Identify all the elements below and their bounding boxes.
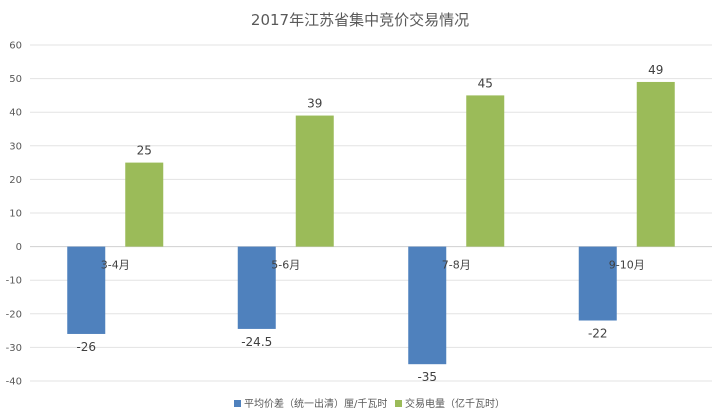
category-label: 9-10月: [609, 259, 645, 272]
legend-swatch: [234, 400, 241, 407]
y-axis-ticks: 60 50 40 30 20 10 0 -10 -20 -30 -40: [6, 41, 22, 388]
data-label: -35: [417, 370, 437, 384]
legend-entry: 平均价差（统一出清）厘/千瓦时: [244, 397, 387, 410]
legend: 平均价差（统一出清）厘/千瓦时 交易电量（亿千瓦时）: [234, 397, 505, 410]
y-tick-label: 40: [9, 108, 22, 119]
y-tick-label: 20: [9, 175, 22, 186]
bar-price-diff: [408, 246, 447, 365]
data-label: -26: [76, 340, 96, 354]
data-label: 25: [137, 144, 152, 158]
y-tick-label: 0: [16, 242, 22, 253]
category-label: 3-4月: [101, 259, 130, 272]
bar-volume: [636, 81, 675, 247]
bar-volume: [466, 95, 505, 247]
y-tick-label: -40: [6, 377, 22, 388]
legend-swatch: [395, 400, 402, 407]
data-label: 39: [307, 97, 322, 111]
data-label: 49: [648, 63, 663, 77]
category-label: 7-8月: [442, 259, 471, 272]
y-tick-label: -10: [6, 276, 22, 287]
y-tick-label: 30: [9, 141, 22, 152]
bar-volume: [295, 115, 334, 247]
bar-price-diff: [578, 246, 617, 321]
category-labels: 3-4月 5-6月 7-8月 9-10月: [101, 259, 645, 272]
bar-price-diff: [237, 246, 276, 329]
bar-price-diff: [67, 246, 106, 334]
y-tick-label: -30: [6, 343, 22, 354]
data-label: -24.5: [241, 335, 272, 349]
chart-title: 2017年江苏省集中竞价交易情况: [251, 11, 469, 29]
bar-volume: [125, 162, 164, 247]
y-tick-label: 50: [9, 74, 22, 85]
data-label: 45: [478, 76, 493, 90]
legend-entry: 交易电量（亿千瓦时）: [405, 397, 505, 410]
data-label: -22: [588, 327, 608, 341]
y-tick-label: 10: [9, 209, 22, 220]
y-tick-label: 60: [9, 41, 22, 52]
data-labels: -26 25 -24.5 39 -35 45 -22 49: [76, 63, 663, 384]
y-tick-label: -20: [6, 309, 22, 320]
category-label: 5-6月: [271, 259, 300, 272]
bars: [67, 81, 675, 365]
